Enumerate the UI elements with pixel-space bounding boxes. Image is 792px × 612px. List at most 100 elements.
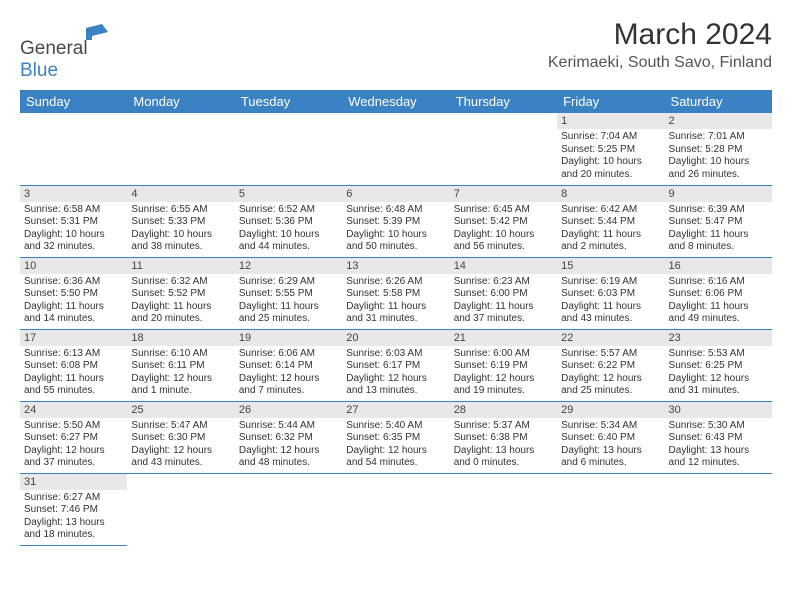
day-number: 18 bbox=[127, 330, 234, 346]
day-cell: 8Sunrise: 6:42 AMSunset: 5:44 PMDaylight… bbox=[557, 185, 664, 257]
day-line: Daylight: 12 hours bbox=[346, 373, 445, 386]
day-cell: 16Sunrise: 6:16 AMSunset: 6:06 PMDayligh… bbox=[665, 257, 772, 329]
day-line: and 32 minutes. bbox=[24, 241, 123, 254]
day-line: and 1 minute. bbox=[131, 385, 230, 398]
calendar-body: 1Sunrise: 7:04 AMSunset: 5:25 PMDaylight… bbox=[20, 113, 772, 545]
day-cell: 2Sunrise: 7:01 AMSunset: 5:28 PMDaylight… bbox=[665, 113, 772, 185]
day-line: Sunset: 6:43 PM bbox=[669, 432, 768, 445]
day-line: Sunrise: 6:32 AM bbox=[131, 276, 230, 289]
day-line: Daylight: 11 hours bbox=[561, 229, 660, 242]
day-line: Daylight: 12 hours bbox=[239, 445, 338, 458]
day-content: Sunrise: 7:04 AMSunset: 5:25 PMDaylight:… bbox=[557, 129, 664, 183]
day-line: and 48 minutes. bbox=[239, 457, 338, 470]
day-line: Sunset: 6:19 PM bbox=[454, 360, 553, 373]
day-line: Sunrise: 6:48 AM bbox=[346, 204, 445, 217]
day-header: Friday bbox=[557, 90, 664, 113]
day-header: Sunday bbox=[20, 90, 127, 113]
day-line: Daylight: 11 hours bbox=[131, 301, 230, 314]
day-line: Daylight: 11 hours bbox=[454, 301, 553, 314]
day-number: 15 bbox=[557, 258, 664, 274]
day-cell: 30Sunrise: 5:30 AMSunset: 6:43 PMDayligh… bbox=[665, 401, 772, 473]
day-line: Sunset: 6:22 PM bbox=[561, 360, 660, 373]
day-header: Tuesday bbox=[235, 90, 342, 113]
day-number: 14 bbox=[450, 258, 557, 274]
day-number: 10 bbox=[20, 258, 127, 274]
day-line: Daylight: 10 hours bbox=[561, 156, 660, 169]
day-line: Daylight: 10 hours bbox=[239, 229, 338, 242]
empty-cell bbox=[235, 473, 342, 545]
day-line: Daylight: 12 hours bbox=[669, 373, 768, 386]
day-number: 6 bbox=[342, 186, 449, 202]
day-content: Sunrise: 6:03 AMSunset: 6:17 PMDaylight:… bbox=[342, 346, 449, 400]
day-line: Sunrise: 5:57 AM bbox=[561, 348, 660, 361]
day-line: Sunrise: 5:44 AM bbox=[239, 420, 338, 433]
day-content: Sunrise: 6:29 AMSunset: 5:55 PMDaylight:… bbox=[235, 274, 342, 328]
day-line: and 56 minutes. bbox=[454, 241, 553, 254]
day-content: Sunrise: 6:55 AMSunset: 5:33 PMDaylight:… bbox=[127, 202, 234, 256]
day-line: Sunset: 6:40 PM bbox=[561, 432, 660, 445]
day-number: 29 bbox=[557, 402, 664, 418]
day-header: Thursday bbox=[450, 90, 557, 113]
day-cell: 29Sunrise: 5:34 AMSunset: 6:40 PMDayligh… bbox=[557, 401, 664, 473]
day-line: Sunset: 5:39 PM bbox=[346, 216, 445, 229]
day-cell: 31Sunrise: 6:27 AMSunset: 7:46 PMDayligh… bbox=[20, 473, 127, 545]
day-content: Sunrise: 6:58 AMSunset: 5:31 PMDaylight:… bbox=[20, 202, 127, 256]
day-line: Sunset: 5:31 PM bbox=[24, 216, 123, 229]
day-cell: 15Sunrise: 6:19 AMSunset: 6:03 PMDayligh… bbox=[557, 257, 664, 329]
day-number: 9 bbox=[665, 186, 772, 202]
day-number: 28 bbox=[450, 402, 557, 418]
day-number: 30 bbox=[665, 402, 772, 418]
day-line: Sunrise: 6:58 AM bbox=[24, 204, 123, 217]
day-line: Daylight: 10 hours bbox=[454, 229, 553, 242]
header: GeneralBlue March 2024 Kerimaeki, South … bbox=[20, 18, 772, 82]
day-number: 13 bbox=[342, 258, 449, 274]
day-line: and 0 minutes. bbox=[454, 457, 553, 470]
day-line: Sunset: 6:11 PM bbox=[131, 360, 230, 373]
day-content: Sunrise: 6:06 AMSunset: 6:14 PMDaylight:… bbox=[235, 346, 342, 400]
day-line: and 38 minutes. bbox=[131, 241, 230, 254]
day-number: 27 bbox=[342, 402, 449, 418]
day-cell: 18Sunrise: 6:10 AMSunset: 6:11 PMDayligh… bbox=[127, 329, 234, 401]
day-line: and 7 minutes. bbox=[239, 385, 338, 398]
day-number: 17 bbox=[20, 330, 127, 346]
day-number: 16 bbox=[665, 258, 772, 274]
day-cell: 7Sunrise: 6:45 AMSunset: 5:42 PMDaylight… bbox=[450, 185, 557, 257]
logo-part1: General bbox=[20, 38, 88, 59]
day-line: Daylight: 10 hours bbox=[669, 156, 768, 169]
day-line: Sunrise: 6:29 AM bbox=[239, 276, 338, 289]
day-line: and 12 minutes. bbox=[669, 457, 768, 470]
day-number: 31 bbox=[20, 474, 127, 490]
empty-cell bbox=[557, 473, 664, 545]
day-line: and 50 minutes. bbox=[346, 241, 445, 254]
day-line: Sunrise: 6:16 AM bbox=[669, 276, 768, 289]
day-line: Daylight: 13 hours bbox=[561, 445, 660, 458]
day-cell: 22Sunrise: 5:57 AMSunset: 6:22 PMDayligh… bbox=[557, 329, 664, 401]
day-number: 20 bbox=[342, 330, 449, 346]
day-line: Sunset: 6:17 PM bbox=[346, 360, 445, 373]
day-number: 4 bbox=[127, 186, 234, 202]
day-line: Daylight: 12 hours bbox=[24, 445, 123, 458]
day-number: 5 bbox=[235, 186, 342, 202]
day-line: and 25 minutes. bbox=[561, 385, 660, 398]
day-line: and 20 minutes. bbox=[131, 313, 230, 326]
day-line: Daylight: 13 hours bbox=[24, 517, 123, 530]
day-cell: 21Sunrise: 6:00 AMSunset: 6:19 PMDayligh… bbox=[450, 329, 557, 401]
day-content: Sunrise: 6:27 AMSunset: 7:46 PMDaylight:… bbox=[20, 490, 127, 544]
day-line: Sunrise: 6:06 AM bbox=[239, 348, 338, 361]
day-content: Sunrise: 5:53 AMSunset: 6:25 PMDaylight:… bbox=[665, 346, 772, 400]
day-line: Sunrise: 5:40 AM bbox=[346, 420, 445, 433]
day-line: Sunset: 6:14 PM bbox=[239, 360, 338, 373]
day-line: Daylight: 11 hours bbox=[669, 229, 768, 242]
day-line: Daylight: 13 hours bbox=[454, 445, 553, 458]
day-line: and 26 minutes. bbox=[669, 169, 768, 182]
day-cell: 4Sunrise: 6:55 AMSunset: 5:33 PMDaylight… bbox=[127, 185, 234, 257]
day-content: Sunrise: 6:32 AMSunset: 5:52 PMDaylight:… bbox=[127, 274, 234, 328]
empty-cell bbox=[127, 113, 234, 185]
day-line: Daylight: 11 hours bbox=[346, 301, 445, 314]
day-line: Daylight: 12 hours bbox=[239, 373, 338, 386]
day-line: Sunrise: 6:52 AM bbox=[239, 204, 338, 217]
day-line: Sunset: 6:06 PM bbox=[669, 288, 768, 301]
empty-cell bbox=[342, 113, 449, 185]
day-cell: 3Sunrise: 6:58 AMSunset: 5:31 PMDaylight… bbox=[20, 185, 127, 257]
day-line: and 37 minutes. bbox=[454, 313, 553, 326]
